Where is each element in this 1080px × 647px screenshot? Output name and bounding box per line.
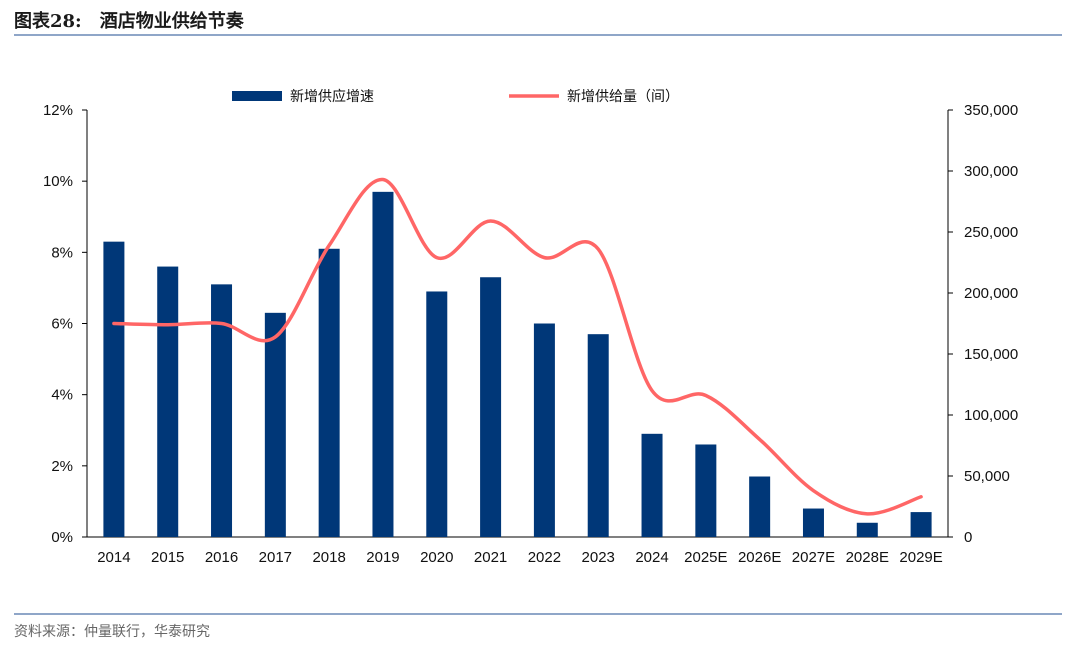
bar-2025E <box>695 444 717 537</box>
x-tick-label: 2017 <box>259 549 292 566</box>
right-tick-label: 350,000 <box>964 102 1018 119</box>
right-tick-label: 150,000 <box>964 346 1018 363</box>
legend-line-label: 新增供给量（间） <box>567 89 679 105</box>
supply-line <box>112 177 923 516</box>
bar-2018 <box>318 248 340 537</box>
bar-2028E <box>856 522 878 537</box>
bar-2019 <box>372 191 394 537</box>
right-tick-label: 300,000 <box>964 163 1018 180</box>
left-tick-label: 6% <box>51 316 73 333</box>
left-tick-label: 2% <box>51 458 73 475</box>
x-tick-label: 2016 <box>205 549 238 566</box>
x-tick-label: 2025E <box>684 549 727 566</box>
bottom-divider <box>14 613 1062 615</box>
x-tick-label: 2024 <box>635 549 668 566</box>
left-tick-label: 4% <box>51 387 73 404</box>
bar-2023 <box>587 334 609 537</box>
x-tick-label: 2020 <box>420 549 453 566</box>
x-tick-label: 2014 <box>97 549 130 566</box>
bar-2029E <box>910 512 932 537</box>
right-tick-label: 200,000 <box>964 285 1018 302</box>
left-tick-label: 8% <box>51 244 73 261</box>
left-tick-label: 10% <box>43 173 73 190</box>
x-tick-label: 2022 <box>528 549 561 566</box>
bar-2016 <box>211 284 233 537</box>
bar-2020 <box>426 291 448 537</box>
x-tick-label: 2019 <box>366 549 399 566</box>
bar-2026E <box>749 476 771 537</box>
right-tick-label: 0 <box>964 529 972 546</box>
bar-2017 <box>264 312 286 537</box>
left-tick-label: 0% <box>51 529 73 546</box>
x-tick-label: 2029E <box>899 549 942 566</box>
x-tick-label: 2027E <box>792 549 835 566</box>
bar-2021 <box>480 277 502 537</box>
x-tick-label: 2023 <box>582 549 615 566</box>
legend-bar-label: 新增供应增速 <box>290 88 374 105</box>
bar-2022 <box>533 323 555 537</box>
x-tick-label: 2026E <box>738 549 781 566</box>
x-tick-label: 2028E <box>846 549 889 566</box>
x-tick-label: 2015 <box>151 549 184 566</box>
figure-label: 图表28: <box>14 11 82 32</box>
bar-2015 <box>157 266 179 537</box>
bar-2027E <box>802 508 824 537</box>
figure-title: 图表28: 酒店物业供给节奏 <box>14 7 262 33</box>
x-tick-label: 2018 <box>312 549 345 566</box>
bar-2024 <box>641 433 663 537</box>
bar-2014 <box>103 241 125 538</box>
top-divider <box>14 34 1062 36</box>
right-tick-label: 100,000 <box>964 407 1018 424</box>
x-tick-label: 2021 <box>474 549 507 566</box>
left-tick-label: 12% <box>43 102 73 119</box>
source-note: 资料来源：仲量联行，华泰研究 <box>14 624 210 640</box>
right-tick-label: 50,000 <box>964 468 1010 485</box>
chart-title: 酒店物业供给节奏 <box>99 11 244 32</box>
right-tick-label: 250,000 <box>964 224 1018 241</box>
legend-bar-swatch <box>232 91 282 101</box>
